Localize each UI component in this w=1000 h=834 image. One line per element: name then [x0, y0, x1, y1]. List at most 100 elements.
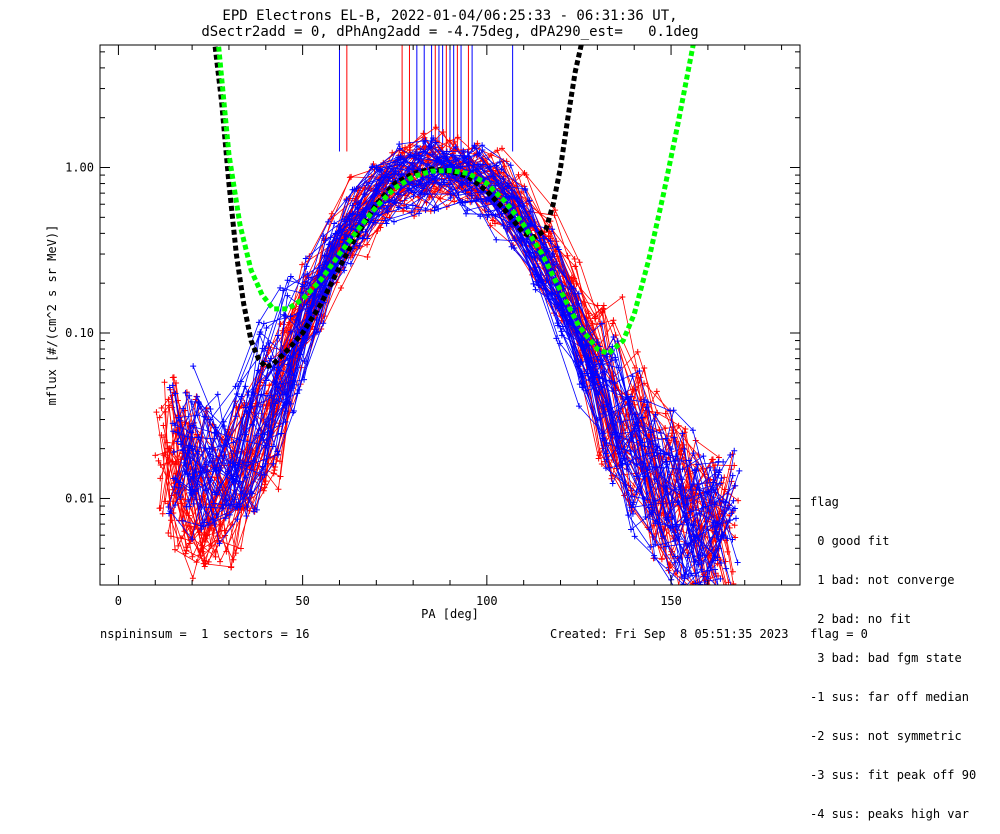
flux-data-point	[364, 254, 371, 261]
flux-data-point	[396, 141, 403, 148]
flux-data-point	[341, 236, 348, 243]
flux-data-point	[572, 263, 579, 270]
flux-data-point	[680, 581, 687, 585]
flux-data-point	[652, 411, 659, 418]
flux-data-point	[372, 219, 379, 226]
flux-data-point	[155, 457, 162, 464]
flux-sweep-line	[168, 149, 719, 585]
flux-data-point	[595, 417, 601, 424]
flux-data-point	[641, 443, 648, 450]
flux-data-point	[438, 176, 445, 183]
flux-data-point	[651, 555, 658, 562]
flux-data-point	[408, 209, 415, 216]
flux-data-point	[693, 487, 700, 494]
flux-data-point	[643, 404, 650, 411]
flux-data-point	[166, 384, 173, 391]
flux-data-point	[276, 381, 283, 388]
flux-data-point	[263, 405, 270, 412]
flux-data-point	[726, 593, 732, 599]
flux-data-point	[589, 320, 596, 327]
flux-data-point	[260, 487, 267, 494]
flux-data-point	[325, 218, 332, 225]
flux-data-point	[356, 242, 363, 249]
fit-curve-line	[215, 45, 696, 357]
flux-data-point	[528, 221, 535, 228]
chart-subtitle: dSectr2add = 0, dPhAng2add = -4.75deg, d…	[201, 24, 699, 40]
flux-sweep-line	[175, 126, 733, 563]
flux-data-point	[578, 368, 585, 375]
flux-sweep-line	[167, 145, 725, 585]
flux-data-point	[287, 313, 294, 320]
flux-data-point	[458, 182, 465, 189]
flux-data-point	[191, 488, 198, 495]
flux-data-point	[206, 525, 213, 532]
flux-data-point	[714, 520, 721, 527]
flux-data-point	[609, 480, 616, 487]
flux-data-point	[554, 322, 561, 329]
flux-data-point	[728, 510, 735, 517]
flux-data-point	[668, 446, 675, 453]
flux-data-point	[338, 285, 345, 292]
flux-data-point	[186, 540, 193, 547]
flux-data-point	[382, 217, 389, 224]
x-tick-label: 150	[660, 594, 682, 608]
flux-data-point	[263, 444, 270, 451]
flux-data-point	[628, 393, 634, 400]
flux-data-point	[305, 274, 312, 281]
flux-data-point	[221, 452, 228, 459]
flux-data-point	[636, 427, 643, 434]
flux-data-point	[686, 457, 693, 464]
flux-data-point	[713, 534, 720, 541]
legend-entry: 0 good fit	[810, 534, 890, 548]
flux-data-point	[709, 456, 716, 463]
flux-data-point	[230, 556, 237, 563]
flux-data-point	[590, 374, 597, 381]
flux-data-point	[448, 186, 455, 193]
flux-data-point	[507, 162, 514, 169]
flux-data-point	[697, 581, 704, 585]
flux-data-point	[237, 545, 244, 552]
flux-data-point	[464, 207, 471, 214]
flux-data-point	[554, 293, 561, 300]
x-tick-label: 0	[115, 594, 122, 608]
flux-data-point	[276, 367, 283, 374]
flux-data-point	[157, 504, 164, 511]
flux-data-point	[547, 238, 554, 245]
flux-data-point	[526, 197, 533, 204]
flux-data-point	[455, 191, 462, 198]
flux-data-point	[422, 137, 429, 144]
flux-data-point	[213, 511, 220, 518]
flux-data-point	[492, 220, 499, 227]
flux-data-point	[224, 437, 231, 444]
flux-data-point	[454, 134, 461, 141]
flux-data-point	[359, 235, 366, 242]
flux-data-point	[610, 420, 617, 427]
flux-data-point	[649, 509, 656, 516]
flux-data-point	[353, 185, 360, 192]
flux-data-point	[316, 293, 323, 300]
flux-data-point	[527, 208, 534, 215]
flux-data-point	[552, 207, 559, 214]
flux-data-point	[173, 380, 180, 387]
flux-data-point	[647, 429, 654, 436]
flux-data-point	[183, 503, 190, 510]
flux-data-point	[493, 162, 500, 169]
legend-entry: 3 bad: bad fgm state	[810, 651, 962, 665]
flux-data-point	[712, 462, 719, 469]
flux-data-point	[724, 535, 731, 542]
flux-data-point	[610, 333, 617, 340]
flux-data-point	[416, 210, 423, 217]
flux-data-point	[492, 212, 499, 219]
flux-data-point	[464, 148, 471, 155]
flux-data-point	[201, 563, 208, 570]
flux-data-point	[287, 400, 294, 407]
flux-data-point	[647, 543, 654, 550]
flux-data-point	[169, 382, 176, 389]
flux-data-point	[226, 511, 233, 518]
flux-data-point	[447, 194, 454, 201]
flux-data-point	[211, 435, 218, 442]
flux-data-point	[245, 389, 252, 396]
flux-data-point	[575, 300, 582, 307]
flux-data-point	[198, 503, 205, 510]
flux-data-point	[532, 286, 539, 293]
